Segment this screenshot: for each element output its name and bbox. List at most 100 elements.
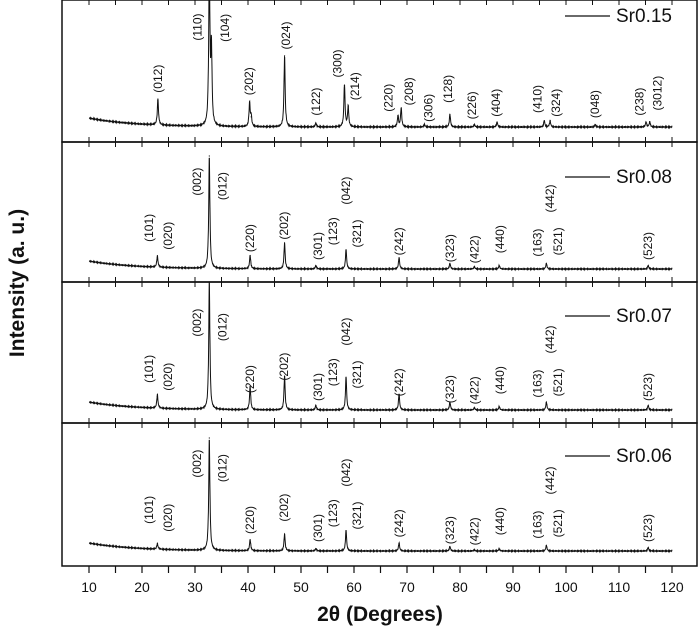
peak-point xyxy=(398,393,400,395)
peak-point xyxy=(249,385,251,387)
peak-point xyxy=(473,549,475,551)
x-tick-label: 20 xyxy=(134,579,150,595)
x-axis: 10 20 30 40 50 60 70 80 90 100 110 120 xyxy=(81,566,684,595)
peak-point xyxy=(498,265,500,267)
peak-label: (012) xyxy=(151,65,165,93)
peak-point xyxy=(449,262,451,264)
peak-point xyxy=(645,121,647,123)
peak-point xyxy=(345,530,347,532)
peak-label: (226) xyxy=(465,91,479,119)
series-line-Sr0.06 xyxy=(88,439,673,554)
peak-point xyxy=(283,55,286,57)
peak-label: (242) xyxy=(392,368,406,396)
peak-point xyxy=(398,257,400,259)
x-tick-label: 10 xyxy=(81,579,97,595)
peak-label: (521) xyxy=(551,509,565,537)
peak-label: (002) xyxy=(190,309,204,337)
peak-label: (024) xyxy=(279,21,293,49)
peak-point xyxy=(397,114,399,117)
peak-point xyxy=(449,545,451,548)
peak-label: (104) xyxy=(218,14,232,42)
peak-point xyxy=(208,437,210,439)
peak-label: (208) xyxy=(402,77,416,105)
peak-label: (301) xyxy=(311,232,325,260)
peak-label: (163) xyxy=(530,511,544,539)
peak-label: (440) xyxy=(493,366,507,394)
peak-label: (202) xyxy=(277,353,291,381)
peak-point xyxy=(156,544,158,546)
peak-label: (123) xyxy=(326,358,340,386)
peak-point xyxy=(398,542,400,544)
peak-point xyxy=(473,266,475,268)
peak-label: (101) xyxy=(142,496,156,524)
peak-label: (048) xyxy=(588,90,602,118)
peak-point xyxy=(156,257,158,259)
peak-point xyxy=(647,404,649,407)
peak-label: (306) xyxy=(422,94,436,122)
peak-label: (020) xyxy=(161,222,175,250)
peak-point xyxy=(248,102,251,104)
peak-label: (220) xyxy=(382,84,396,112)
peak-point xyxy=(347,106,349,108)
peak-point xyxy=(250,116,252,118)
peak-label: (122) xyxy=(309,88,323,116)
x-tick-label: 120 xyxy=(660,579,684,595)
peak-point xyxy=(545,262,547,264)
peak-label: (002) xyxy=(190,168,204,196)
panel-frame xyxy=(61,422,698,567)
peak-label: (404) xyxy=(489,89,503,117)
peak-label: (042) xyxy=(339,177,353,205)
peak-point xyxy=(283,375,286,377)
peak-point xyxy=(400,107,402,109)
peak-label: (3012) xyxy=(651,76,665,111)
peak-point xyxy=(423,123,426,126)
x-tick-label: 30 xyxy=(187,579,203,595)
peak-label: (324) xyxy=(549,89,563,117)
peak-label: (123) xyxy=(326,217,340,245)
peak-label: (301) xyxy=(311,514,325,542)
peak-label: (202) xyxy=(277,494,291,522)
y-axis-title: Intensity (a. u.) xyxy=(6,209,29,357)
peak-label: (242) xyxy=(392,227,406,255)
peak-point xyxy=(545,544,547,546)
peak-label: (202) xyxy=(242,67,256,95)
legend-label: Sr0.15 xyxy=(616,6,672,27)
panel-Sr0.07: (101) (020) (002) (012) (220) (202) (301)(123)… xyxy=(61,281,698,424)
x-axis-title: 2θ (Degrees) xyxy=(317,603,443,626)
peak-label: (020) xyxy=(161,363,175,391)
peak-label: (220) xyxy=(243,365,257,393)
peak-label: (012) xyxy=(216,313,230,341)
peak-point xyxy=(315,122,317,124)
legend-label: Sr0.07 xyxy=(616,306,672,327)
peak-point xyxy=(473,123,475,126)
peak-label: (012) xyxy=(216,172,230,200)
peak-point xyxy=(496,121,498,123)
peak-label: (123) xyxy=(326,499,340,527)
peak-point xyxy=(210,50,213,52)
peak-label: (300) xyxy=(331,49,345,77)
peak-label: (321) xyxy=(350,219,364,247)
peak-label: (163) xyxy=(530,229,544,257)
peak-point xyxy=(647,547,649,549)
peak-label: (323) xyxy=(443,234,457,262)
peak-point xyxy=(249,539,251,541)
legend-label: Sr0.08 xyxy=(616,167,672,188)
peak-point xyxy=(315,404,317,407)
peak-point xyxy=(345,249,347,251)
peak-label: (202) xyxy=(277,212,291,240)
peak-point xyxy=(549,120,551,122)
peak-label: (301) xyxy=(311,373,325,401)
peak-label: (323) xyxy=(443,516,457,544)
peak-point xyxy=(345,376,347,378)
panel-Sr0.08: (101) (020) (002) (012) (220) (202) (301)(123)… xyxy=(61,141,698,283)
peak-label: (523) xyxy=(641,373,655,401)
peak-label: (220) xyxy=(243,224,257,252)
legend-label: Sr0.06 xyxy=(616,446,672,467)
peak-label: (523) xyxy=(641,232,655,260)
peak-point xyxy=(498,406,500,408)
peak-label: (002) xyxy=(190,450,204,478)
peak-label: (422) xyxy=(467,235,481,263)
peak-label: (422) xyxy=(467,517,481,545)
x-tick-label: 70 xyxy=(399,579,415,595)
peak-point xyxy=(449,401,451,403)
